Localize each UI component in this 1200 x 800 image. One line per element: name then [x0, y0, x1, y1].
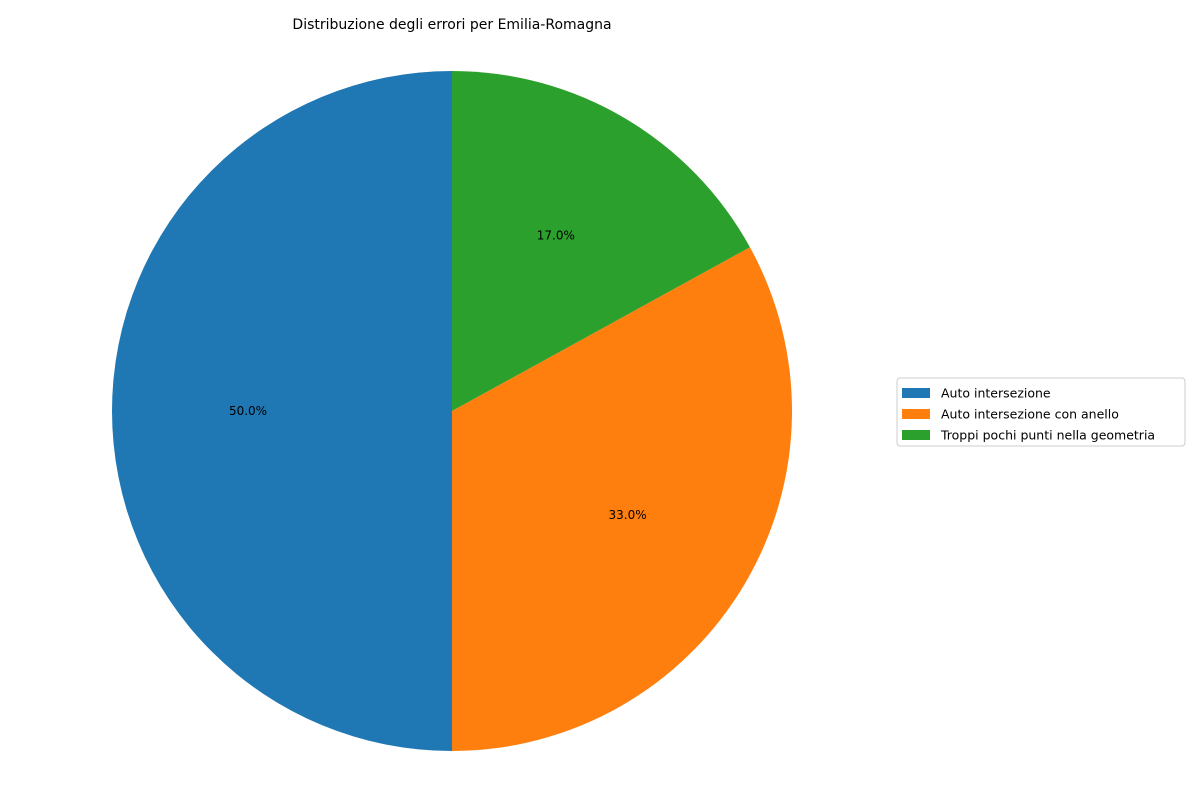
legend-swatch-1 [902, 388, 930, 398]
chart-title: Distribuzione degli errori per Emilia-Ro… [292, 17, 611, 33]
pie-slice-3 [452, 71, 750, 411]
percentage-label-3: 17.0% [537, 228, 575, 242]
legend: Auto intersezione Auto intersezione con a… [896, 377, 1186, 447]
legend-label-2: Auto intersezione con anello [941, 407, 1119, 422]
legend-frame [896, 377, 1186, 447]
percentage-labels: 50.0% 33.0% 17.0% [229, 228, 647, 521]
percentage-label-1: 50.0% [229, 404, 267, 418]
legend-label-1: Auto intersezione [941, 386, 1051, 401]
legend-swatch-2 [902, 409, 930, 419]
pie-slice-2 [452, 247, 793, 752]
legend-swatch-3 [902, 430, 930, 440]
pie-slices [112, 71, 793, 752]
legend-label-3: Troppi pochi punti nella geometria [940, 428, 1155, 443]
percentage-label-2: 33.0% [609, 508, 647, 522]
pie-slice-1 [112, 71, 452, 751]
